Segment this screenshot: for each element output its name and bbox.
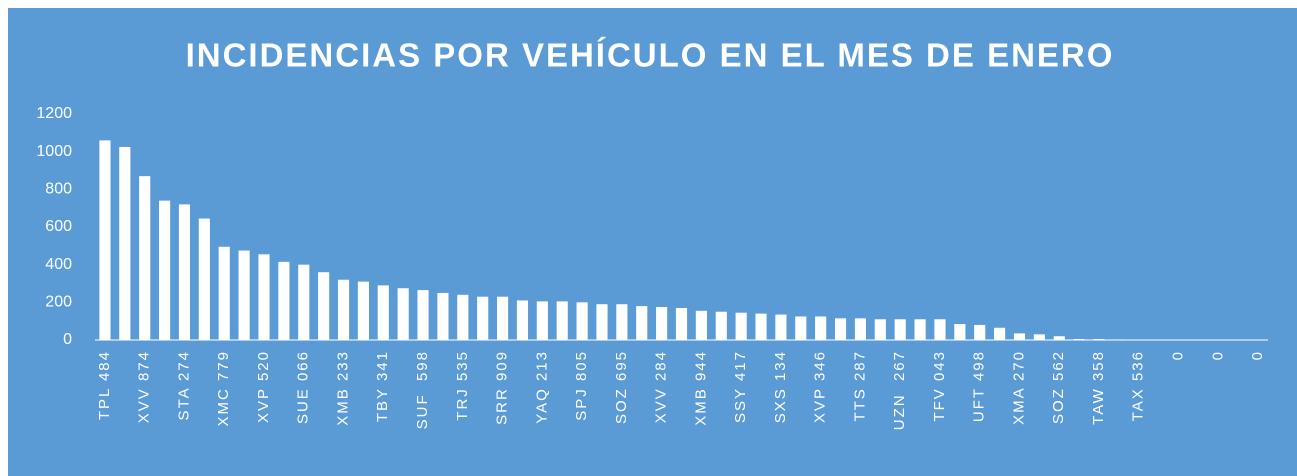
bar [417,290,429,340]
x-tick-label: TTS 287 [851,350,868,422]
bar [337,279,350,340]
x-tick-label: SPJ 805 [573,350,590,421]
bar [516,300,529,340]
x-tick-label: XVV 284 [653,350,670,423]
bar [536,301,548,340]
bar [735,312,747,340]
x-tick-label: SUF 598 [414,350,431,429]
bar [238,250,250,340]
bar [636,306,648,340]
bar [974,324,986,340]
bar [854,318,866,340]
chart-title: INCIDENCIAS POR VEHÍCULO EN EL MES DE EN… [186,37,1115,74]
x-tick-label: XVP 346 [812,350,829,423]
bar [1073,339,1085,340]
bar [119,146,131,340]
bar [815,316,827,340]
y-tick-label: 800 [45,181,72,198]
x-tick-label: TPL 484 [96,350,113,420]
x-tick-label: XVP 520 [255,350,272,423]
y-tick-label: 1200 [36,105,72,122]
y-tick-label: 1000 [36,143,72,160]
bar [357,281,369,340]
bar [318,272,330,340]
bar [258,254,270,340]
bar [139,176,151,340]
bar [795,316,807,340]
bar [914,319,926,340]
x-tick-label: TAX 536 [1130,350,1147,421]
bar [695,310,707,340]
bar [755,313,767,340]
x-tick-label: 0 [1209,350,1226,360]
x-tick-label: XMB 233 [334,350,351,426]
x-tick-label: SXS 134 [772,350,789,423]
bar [1013,333,1026,340]
y-tick-label: 600 [45,218,72,235]
bar [1033,334,1045,340]
x-tick-label: SOZ 695 [613,350,630,424]
bar [457,294,469,340]
bar [99,140,111,340]
x-tick-label: STA 274 [175,350,192,420]
bar [775,314,787,340]
bar [397,288,409,340]
bar [576,302,588,340]
bar [894,319,906,340]
x-tick-label: 0 [1170,350,1187,360]
bar [377,285,389,340]
bar [178,204,191,340]
bar [994,327,1006,340]
bar [715,311,727,340]
bar [1093,339,1105,340]
bar [218,246,230,340]
bar [616,304,628,340]
bar [675,307,688,340]
bar [556,301,568,340]
x-tick-label: SSY 417 [732,350,749,423]
bar [278,261,290,340]
x-tick-label: XMB 944 [692,350,709,426]
x-tick-label: TBY 341 [374,350,391,422]
x-tick-label: XMC 779 [215,350,232,427]
bar [934,319,946,340]
y-tick-label: 200 [45,294,72,311]
x-tick-label: 0 [1249,350,1266,360]
x-tick-label: UZN 267 [891,350,908,430]
x-tick-label: UFT 498 [971,350,988,422]
bar [159,200,171,340]
bar [1053,336,1065,340]
bar [198,218,210,340]
chart-background [8,8,1297,476]
x-tick-label: YAQ 213 [533,350,550,424]
x-tick-label: TRJ 535 [454,350,471,421]
bar [477,296,489,340]
bar [656,307,668,340]
bar [1113,339,1125,340]
bar [874,319,886,340]
y-tick-label: 400 [45,256,72,273]
x-tick-label: SOZ 562 [1050,350,1067,424]
bar [596,304,608,340]
bar [497,296,509,340]
bar [298,264,310,340]
x-tick-label: SUE 066 [295,350,312,424]
x-tick-label: SRR 909 [494,350,511,425]
x-tick-label: XMA 270 [1010,350,1027,425]
bar [834,318,847,340]
y-tick-label: 0 [63,331,72,348]
bar [437,292,449,340]
bar [954,323,966,340]
x-tick-label: TFV 043 [931,350,948,422]
x-tick-label: TAW 358 [1090,350,1107,425]
x-tick-label: XVV 874 [136,350,153,423]
